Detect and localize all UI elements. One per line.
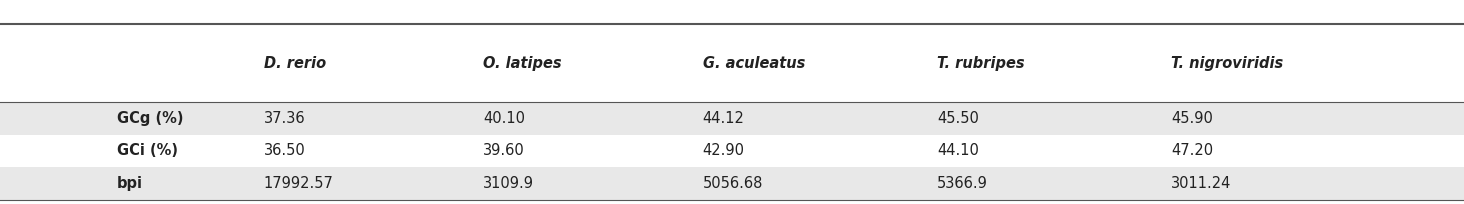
Text: 36.50: 36.50 (264, 143, 306, 159)
Text: 37.36: 37.36 (264, 111, 305, 126)
Text: bpi: bpi (117, 176, 143, 191)
Text: 45.50: 45.50 (937, 111, 979, 126)
Text: 44.10: 44.10 (937, 143, 979, 159)
Text: 3109.9: 3109.9 (483, 176, 534, 191)
Text: 5366.9: 5366.9 (937, 176, 988, 191)
Text: 39.60: 39.60 (483, 143, 526, 159)
Text: 17992.57: 17992.57 (264, 176, 334, 191)
Text: 45.90: 45.90 (1171, 111, 1214, 126)
Text: T. rubripes: T. rubripes (937, 56, 1025, 71)
Text: 42.90: 42.90 (703, 143, 745, 159)
Bar (0, 102, 1464, 135)
Text: 47.20: 47.20 (1171, 143, 1214, 159)
Text: O. latipes: O. latipes (483, 56, 562, 71)
Text: 5056.68: 5056.68 (703, 176, 763, 191)
Text: G. aculeatus: G. aculeatus (703, 56, 805, 71)
Text: D. rerio: D. rerio (264, 56, 325, 71)
Text: 44.12: 44.12 (703, 111, 745, 126)
Text: GCi (%): GCi (%) (117, 143, 179, 159)
Text: GCg (%): GCg (%) (117, 111, 183, 126)
Text: T. nigroviridis: T. nigroviridis (1171, 56, 1284, 71)
Bar (0, 167, 1464, 200)
Text: 40.10: 40.10 (483, 111, 526, 126)
Text: 3011.24: 3011.24 (1171, 176, 1231, 191)
